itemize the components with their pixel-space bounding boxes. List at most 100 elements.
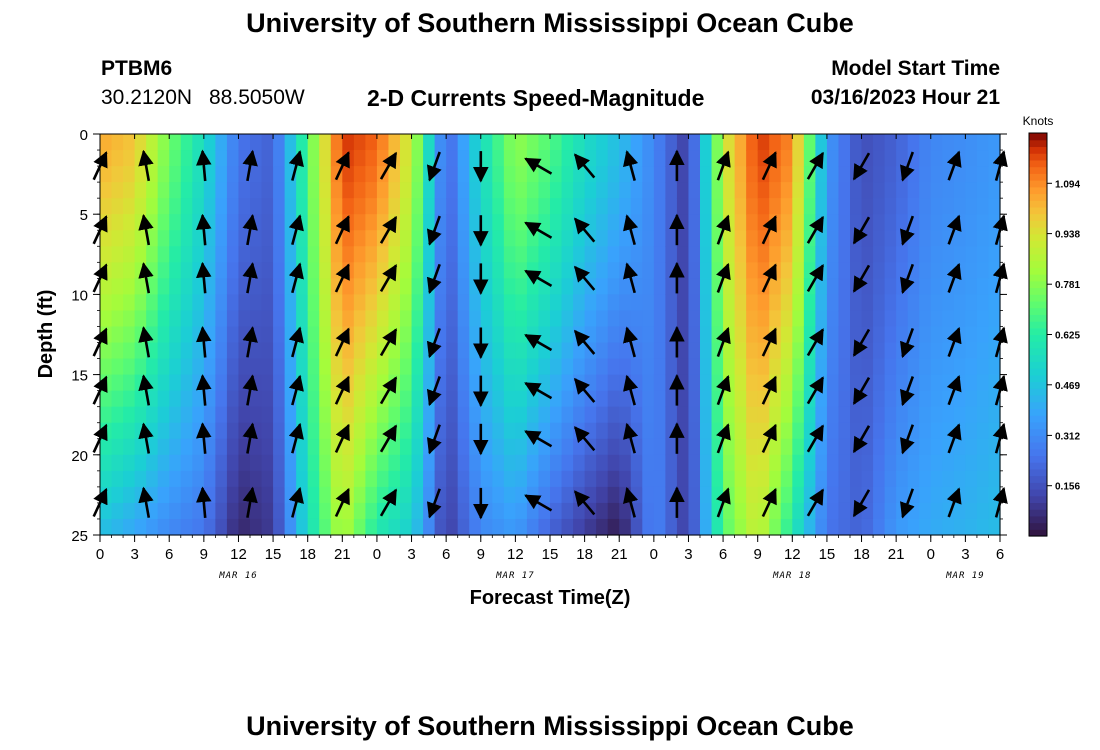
heat-cell — [250, 230, 263, 247]
heat-cell — [688, 422, 701, 440]
heat-cell — [653, 134, 666, 151]
heat-cell — [861, 518, 874, 536]
x-tick-label: 18 — [576, 546, 593, 563]
heat-cell — [169, 390, 182, 408]
heat-cell — [319, 150, 332, 167]
heat-cell — [446, 406, 459, 424]
heat-cell — [907, 518, 920, 536]
heat-cell — [146, 518, 159, 536]
heat-cell — [446, 134, 459, 151]
heat-cell — [134, 278, 147, 295]
heat-cell — [919, 278, 932, 295]
heat-cell — [457, 406, 470, 424]
heat-cell — [757, 470, 770, 488]
heat-cell — [503, 230, 516, 247]
heat-cell — [388, 246, 401, 263]
heat-cell — [561, 486, 574, 504]
heat-cell — [642, 246, 655, 263]
heat-cell — [907, 342, 920, 360]
heat-cell — [226, 134, 240, 151]
heat-cell — [538, 262, 551, 279]
heat-cell — [723, 230, 736, 247]
heat-cell — [100, 278, 113, 295]
heat-cell — [515, 310, 528, 328]
heat-cell — [873, 502, 886, 520]
axes: 0 3 6 9 12 15 18 21 0 3 6 9 12 15 18 21 0 3 6 9 12 15 18 21 0 3 6M… — [35, 127, 1007, 609]
heat-cell — [307, 502, 320, 520]
heat-cell — [480, 310, 493, 328]
heat-cell — [215, 486, 228, 504]
heat-cell — [826, 310, 840, 328]
heat-cell — [976, 294, 990, 312]
heat-cell — [330, 198, 343, 215]
heat-cell — [976, 454, 990, 472]
heat-cell — [330, 294, 343, 312]
heat-cell — [746, 278, 759, 295]
heat-cell — [273, 518, 286, 536]
station-lat: 30.2120N — [101, 86, 193, 109]
heat-cell — [492, 150, 505, 167]
heat-cell — [330, 454, 343, 472]
heat-cell — [550, 262, 563, 279]
colorbar-swatch — [1029, 193, 1047, 201]
heat-cell — [411, 230, 424, 247]
heat-cell — [307, 486, 320, 504]
x-tick-label: 9 — [477, 546, 485, 563]
heat-cell — [365, 406, 378, 424]
heat-cell — [619, 230, 632, 247]
heat-cell — [503, 390, 516, 408]
heat-cell — [873, 470, 886, 488]
heat-cell — [492, 342, 505, 360]
heat-cell — [988, 134, 1001, 151]
heat-cell — [111, 422, 124, 440]
heat-cell — [907, 438, 920, 456]
heat-cell — [976, 502, 990, 520]
heat-cell — [676, 278, 690, 295]
heat-cell — [700, 422, 713, 440]
heat-cell — [826, 374, 840, 392]
heat-cell — [492, 502, 505, 520]
heat-cell — [792, 246, 805, 263]
heat-cell — [261, 198, 274, 215]
heat-cell — [584, 182, 597, 199]
x-tick-label: 0 — [96, 546, 104, 563]
heat-cell — [734, 278, 747, 295]
heat-cell — [307, 422, 320, 440]
heat-cell — [180, 422, 193, 440]
heat-cell — [400, 390, 413, 408]
heat-cell — [780, 326, 793, 344]
heat-cell — [884, 150, 897, 167]
heat-cell — [838, 374, 851, 392]
heat-cell — [850, 406, 863, 424]
heat-cell — [388, 134, 401, 151]
heat-cell — [700, 198, 713, 215]
heat-cell — [203, 358, 216, 376]
heat-cell — [146, 374, 159, 392]
heat-cell — [873, 230, 886, 247]
heat-cell — [619, 246, 632, 263]
x-tick-label: 18 — [853, 546, 870, 563]
heat-cell — [273, 470, 286, 488]
heat-cell — [792, 422, 805, 440]
heat-cell — [953, 390, 966, 408]
heat-cell — [734, 518, 747, 536]
heat-cell — [376, 374, 390, 392]
heat-cell — [803, 294, 816, 312]
heat-cell — [388, 358, 401, 376]
heat-cell — [953, 342, 966, 360]
heat-cell — [976, 310, 990, 328]
heat-cell — [550, 342, 563, 360]
heat-cell — [215, 278, 228, 295]
heat-cell — [561, 182, 574, 199]
heat-cell — [896, 518, 909, 536]
heat-cell — [769, 246, 782, 263]
heat-cell — [607, 198, 620, 215]
heat-cell — [561, 342, 574, 360]
heat-cell — [284, 454, 297, 472]
heat-cell — [503, 438, 516, 456]
heat-cell — [561, 422, 574, 440]
colorbar-swatch — [1029, 274, 1047, 282]
heat-cell — [376, 406, 390, 424]
heat-cell — [134, 166, 147, 183]
heat-cell — [873, 166, 886, 183]
